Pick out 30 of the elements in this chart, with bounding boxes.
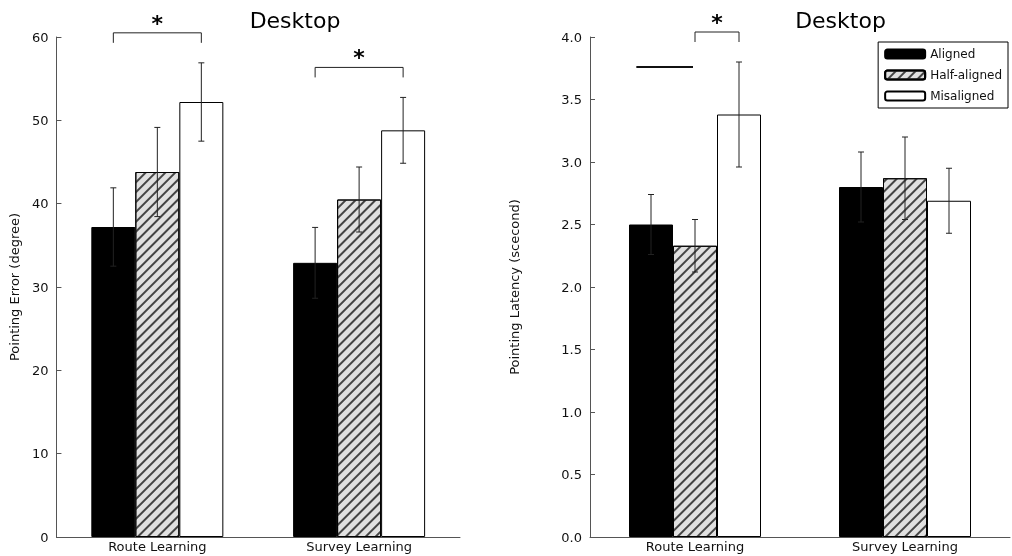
y-tick-label: 1.0	[561, 404, 582, 420]
y-tick-label: 3.0	[561, 154, 582, 170]
legend-label: Aligned	[930, 47, 976, 61]
y-tick-label: 60	[31, 29, 49, 45]
x-tick-label: Survey Learning	[306, 539, 413, 554]
y-tick-label: 2.0	[561, 279, 582, 295]
annotation: *	[353, 45, 366, 71]
legend-label: Misaligned	[930, 89, 995, 103]
y-axis-title: Pointing Error (degree)	[7, 212, 22, 362]
y-tick-label: 0.5	[561, 467, 582, 482]
y-tick-label: 1.5	[561, 342, 582, 357]
chart-title: Desktop	[795, 7, 886, 33]
x-tick-label: Survey Learning	[852, 539, 958, 554]
y-tick-label: 0.0	[561, 529, 582, 545]
y-tick-label: 20	[31, 362, 49, 378]
legend-label: Half-aligned	[930, 68, 1003, 82]
y-tick-label: 50	[31, 112, 49, 128]
y-tick-label: 2.5	[561, 217, 582, 232]
x-tick-label: Route Learning	[108, 539, 207, 554]
x-tick-label: Route Learning	[645, 539, 745, 554]
y-tick-label: 4.0	[561, 29, 582, 45]
y-tick-label: 10	[31, 446, 49, 462]
y-tick-label: 3.5	[561, 92, 582, 107]
chart-title: Desktop	[249, 7, 341, 33]
text: *	[711, 10, 724, 35]
y-tick-label: 0	[40, 529, 49, 545]
y-axis-title: Pointing Latency (scecond)	[507, 199, 522, 375]
y-tick-label: 30	[31, 279, 49, 295]
text: *	[151, 10, 164, 36]
y-tick-label: 40	[31, 196, 49, 212]
